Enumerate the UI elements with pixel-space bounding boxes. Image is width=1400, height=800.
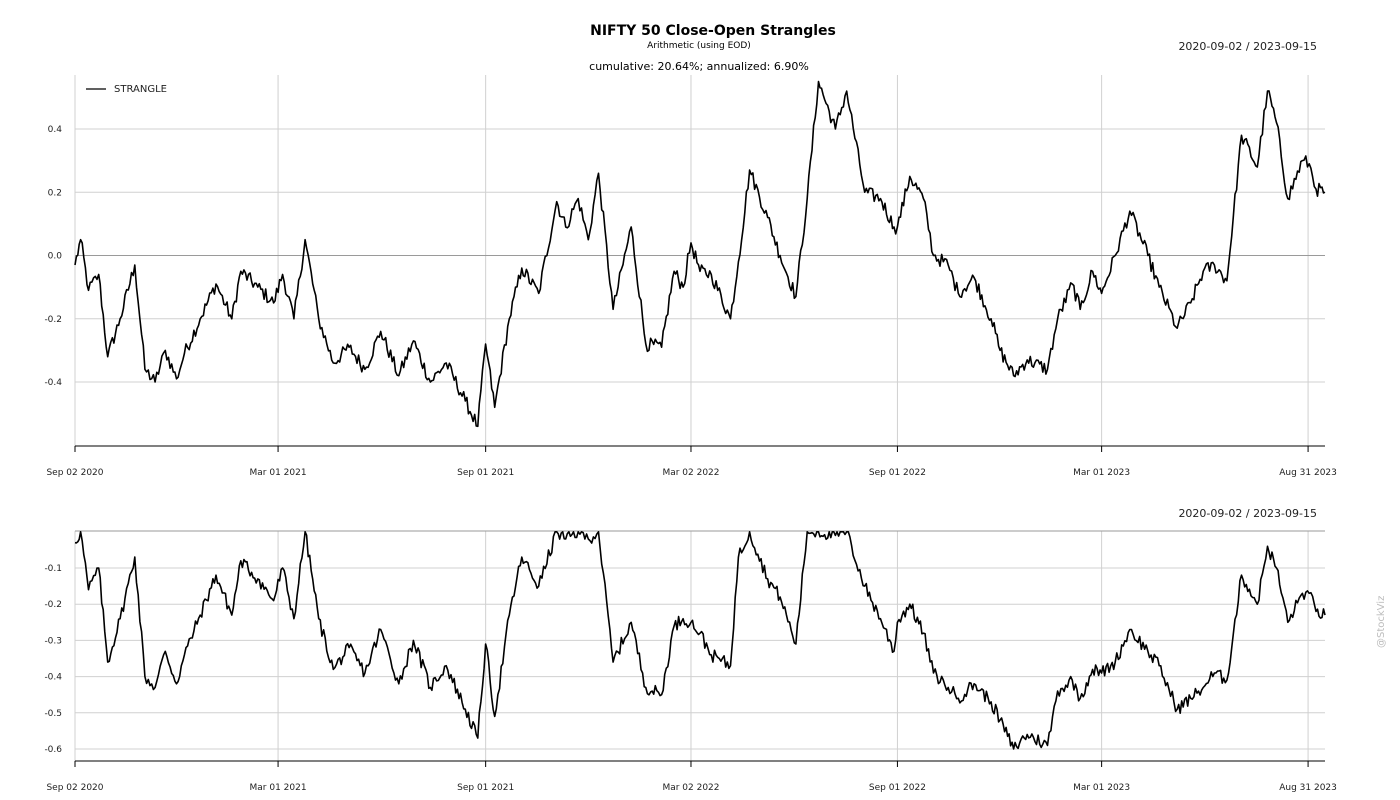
top-panel: 2020-09-02 / 2023-09-15 Sep 02 2020 Mar 0… [44, 40, 1336, 478]
x-tick-label: Aug 31 2023 [1279, 468, 1337, 478]
x-tick-label: Mar 01 2023 [1073, 468, 1130, 478]
chart-title: NIFTY 50 Close-Open Strangles [590, 23, 836, 39]
x-tick-label: Mar 01 2023 [1073, 783, 1130, 793]
x-tick-label: Sep 01 2021 [457, 468, 514, 478]
y-tick-label: -0.4 [44, 378, 62, 388]
x-tick-label: Sep 02 2020 [46, 468, 103, 478]
x-tick-label: Sep 01 2022 [869, 468, 926, 478]
top-y-ticks: 0.4 0.2 0.0 -0.2 -0.4 [44, 125, 62, 388]
y-tick-label: -0.4 [44, 673, 62, 683]
y-tick-label: 0.2 [48, 188, 62, 198]
y-tick-label: -0.5 [44, 709, 62, 719]
top-date-range: 2020-09-02 / 2023-09-15 [1178, 40, 1317, 53]
bottom-series-line [74, 531, 1326, 750]
x-tick-label: Mar 01 2021 [250, 783, 307, 793]
y-tick-label: -0.3 [44, 636, 62, 646]
y-tick-label: -0.6 [44, 745, 62, 755]
bottom-x-ticks: Sep 02 2020 Mar 01 2021 Sep 01 2021 Mar 02 … [46, 761, 1337, 793]
y-tick-label: -0.1 [44, 564, 62, 574]
bottom-panel: 2020-09-02 / 2023-09-15 Sep 02 2020 Mar 0… [44, 507, 1336, 793]
y-tick-label: -0.2 [44, 600, 62, 610]
y-tick-label: -0.2 [44, 315, 62, 325]
x-tick-label: Mar 02 2022 [662, 783, 719, 793]
top-x-ticks: Sep 02 2020 Mar 01 2021 Sep 01 2021 Mar 02 … [46, 446, 1337, 478]
chart-subtitle: Arithmetic (using EOD) [647, 41, 751, 51]
y-tick-label: 0.0 [48, 252, 63, 262]
x-tick-label: Mar 02 2022 [662, 468, 719, 478]
cumulative-summary: cumulative: 20.64%; annualized: 6.90% [589, 60, 809, 73]
x-tick-label: Sep 01 2021 [457, 783, 514, 793]
top-series-line-strangle [74, 80, 1326, 428]
x-tick-label: Mar 01 2021 [250, 468, 307, 478]
legend-label: STRANGLE [114, 84, 167, 95]
x-tick-label: Sep 01 2022 [869, 783, 926, 793]
x-tick-label: Sep 02 2020 [46, 783, 103, 793]
bottom-grid [74, 530, 1325, 761]
bottom-date-range: 2020-09-02 / 2023-09-15 [1178, 507, 1317, 520]
top-legend: STRANGLE [86, 84, 167, 95]
bottom-y-ticks: -0.1 -0.2 -0.3 -0.4 -0.5 -0.6 [44, 564, 62, 755]
x-tick-label: Aug 31 2023 [1279, 783, 1337, 793]
watermark: @StockViz [1376, 596, 1387, 648]
y-tick-label: 0.4 [48, 125, 63, 135]
top-grid [74, 75, 1325, 446]
